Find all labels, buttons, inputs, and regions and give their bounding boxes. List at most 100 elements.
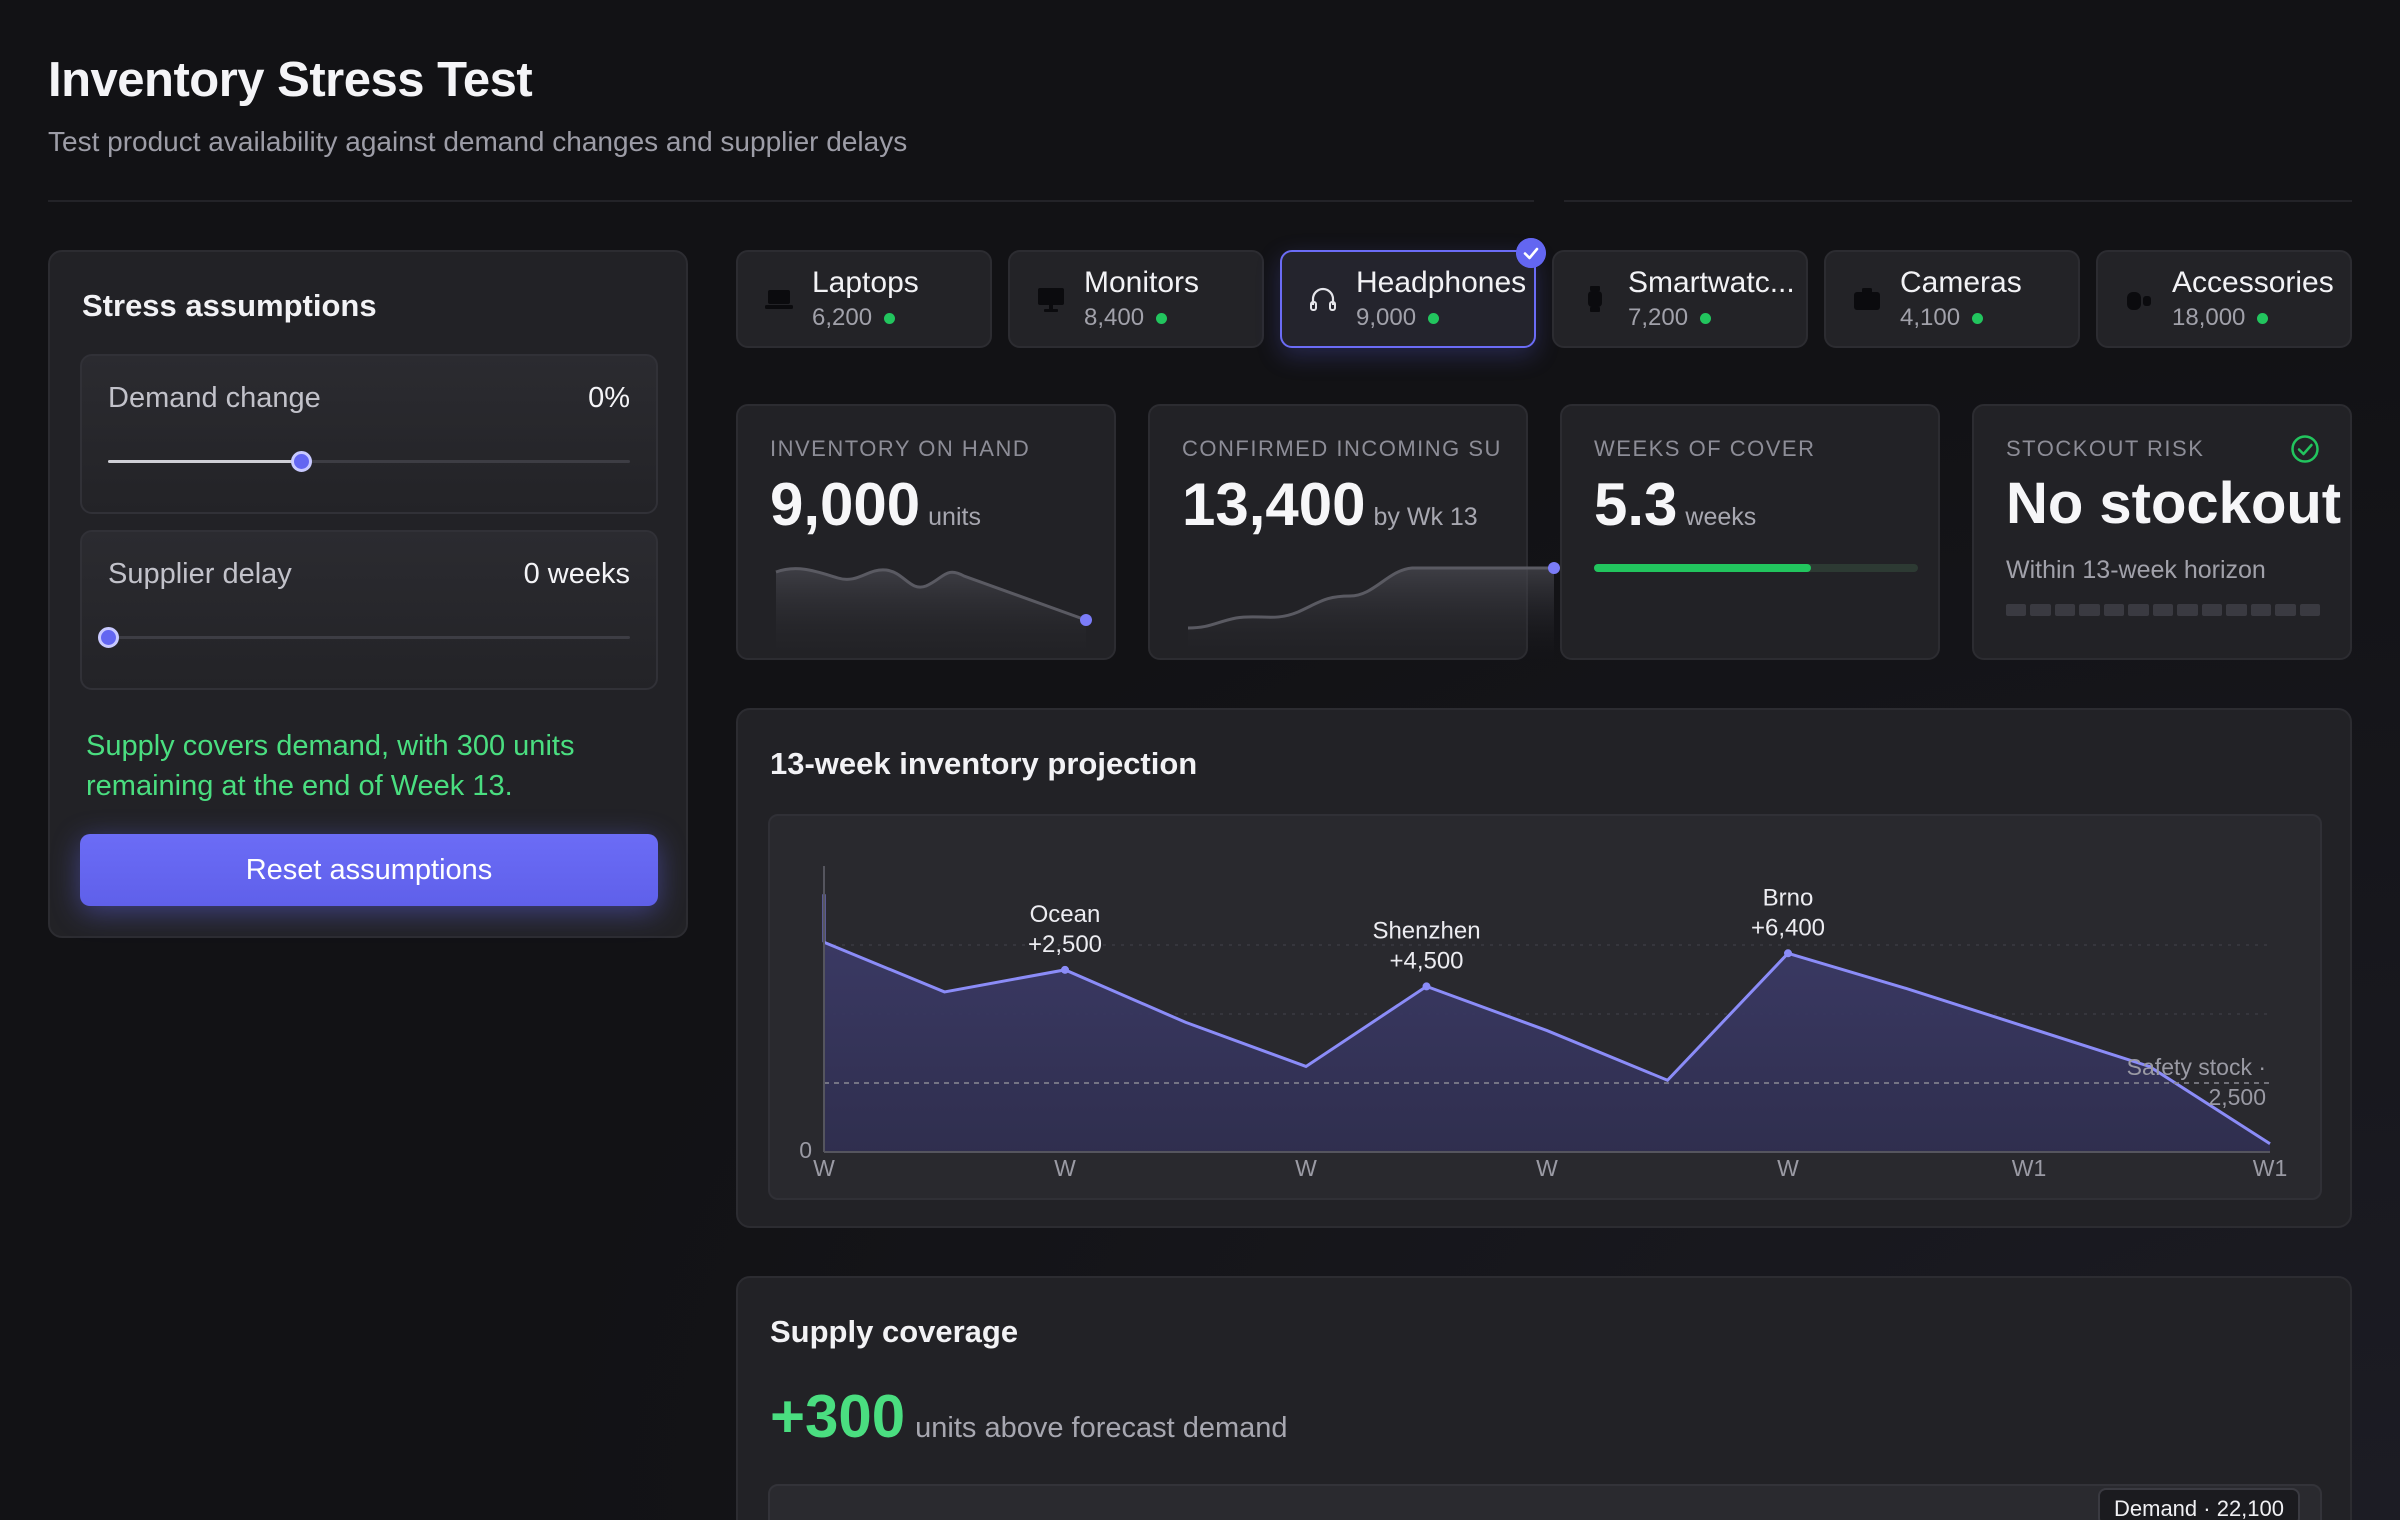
status-dot xyxy=(1972,313,1984,325)
demand-tag: Demand · 22,100 xyxy=(2098,1488,2300,1520)
header-divider xyxy=(48,200,1534,202)
coverage-description: units above forecast demand xyxy=(915,1412,1288,1444)
weeks-of-cover-card: WEEKS OF COVER 5.3 weeks xyxy=(1560,404,1940,660)
metric-label: CONFIRMED INCOMING SU xyxy=(1182,436,1502,461)
stockout-risk-card: STOCKOUT RISK No stockout Within 13-week… xyxy=(1972,404,2352,660)
risk-week-segment xyxy=(2299,604,2320,616)
supplier-delay-card: Supplier delay 0 weeks xyxy=(80,530,658,690)
product-tab-name: Headphones xyxy=(1356,266,1527,299)
safety-stock-value: 2,500 xyxy=(2208,1084,2266,1110)
stress-assumptions-panel: Stress assumptions Demand change 0% Supp… xyxy=(48,250,688,938)
product-tab-name: Accessories xyxy=(2172,266,2334,299)
inventory-projection-panel: 13-week inventory projection Safety stoc… xyxy=(736,708,2352,1228)
risk-week-segment xyxy=(2250,604,2272,616)
reset-assumptions-button[interactable]: Reset assumptions xyxy=(80,834,658,906)
delivery-label: Ocean xyxy=(1030,901,1101,928)
risk-week-segment xyxy=(2030,604,2051,616)
supplier-delay-value: 0 weeks xyxy=(523,558,630,590)
delivery-label: Brno xyxy=(1763,884,1814,911)
product-count-value: 6,200 xyxy=(812,304,873,331)
headphones-icon xyxy=(1310,287,1336,311)
x-tick-label: W xyxy=(1295,1155,1317,1181)
product-tab-count: 6,200 xyxy=(812,304,896,332)
product-count-value: 9,000 xyxy=(1356,304,1417,331)
y-tick-label: 0 xyxy=(799,1137,812,1163)
demand-change-slider[interactable] xyxy=(108,451,630,472)
metric-value: 13,400 by Wk 13 xyxy=(1182,470,1478,539)
selected-check-icon xyxy=(1516,238,1546,268)
product-tab-accessories[interactable]: Accessories 18,000 xyxy=(2096,250,2352,348)
product-tab-name: Monitors xyxy=(1084,266,1200,299)
smartwatch-icon xyxy=(1588,286,1602,312)
product-tab-laptops[interactable]: Laptops 6,200 xyxy=(736,250,992,348)
status-dot xyxy=(2257,313,2269,325)
supplier-delay-slider[interactable] xyxy=(98,627,630,648)
delivery-amount: +2,500 xyxy=(1028,931,1102,958)
metric-value: 9,000 units xyxy=(770,470,981,539)
safety-stock-label: Safety stock · xyxy=(2127,1054,2266,1080)
product-count-value: 7,200 xyxy=(1628,304,1689,331)
product-tab-name: Smartwatc... xyxy=(1628,266,1795,299)
metric-value: 5.3 weeks xyxy=(1594,470,1756,539)
cover-progress-fill xyxy=(1594,564,1812,572)
supply-status-message: Supply covers demand, with 300 units rem… xyxy=(86,730,575,802)
risk-week-segment xyxy=(2006,604,2027,616)
confirmed-incoming-card: CONFIRMED INCOMING SU 13,400 by Wk 13 xyxy=(1148,404,1560,660)
monitor-icon xyxy=(1038,288,1064,312)
product-tab-monitors[interactable]: Monitors 8,400 xyxy=(1008,250,1264,348)
inventory-sparkline xyxy=(775,567,1092,658)
product-tab-headphones[interactable]: Headphones 9,000 xyxy=(1280,238,1546,348)
risk-week-segment xyxy=(2054,604,2076,616)
delivery-point xyxy=(1061,965,1069,974)
risk-week-segment xyxy=(2128,604,2149,616)
status-dot xyxy=(1700,313,1712,325)
risk-week-segment xyxy=(2226,604,2247,616)
status-dot xyxy=(1428,313,1440,325)
delivery-amount: +6,400 xyxy=(1751,914,1825,941)
status-dot xyxy=(884,313,896,325)
product-tab-name: Cameras xyxy=(1900,266,2022,299)
demand-change-label: Demand change xyxy=(108,382,321,414)
risk-week-segment xyxy=(2201,604,2223,616)
demand-change-value: 0% xyxy=(588,382,630,414)
x-tick-label: W xyxy=(1777,1155,1799,1181)
product-tab-smartwatc[interactable]: Smartwatc... 7,200 xyxy=(1552,250,1808,348)
demand-slider-fill xyxy=(108,460,302,463)
x-tick-label: W1 xyxy=(2012,1155,2047,1181)
product-tab-count: 7,200 xyxy=(1628,304,1712,332)
sparkline-end-dot xyxy=(1548,562,1560,574)
inventory-on-hand-card: INVENTORY ON HAND 9,000 units xyxy=(736,404,1116,660)
delivery-point xyxy=(1422,982,1431,991)
accessories-icon xyxy=(2127,292,2151,310)
laptop-icon xyxy=(765,290,793,309)
stockout-value: No stockout xyxy=(2006,471,2342,536)
product-tab-count: 8,400 xyxy=(1084,304,1168,332)
x-tick-label: W xyxy=(1054,1155,1076,1181)
delay-slider-thumb[interactable] xyxy=(98,627,119,648)
page-title: Inventory Stress Test xyxy=(48,53,533,107)
incoming-sparkline xyxy=(1187,562,1560,660)
header-divider-right xyxy=(1564,200,2352,202)
product-tab-count: 9,000 xyxy=(1356,304,1440,332)
cover-value: 5.3 xyxy=(1594,471,1678,538)
supplier-delay-label: Supplier delay xyxy=(108,558,292,590)
inventory-value: 9,000 xyxy=(770,471,921,538)
x-tick-label: W xyxy=(1536,1155,1558,1181)
supply-coverage-panel: Supply coverage +300 units above forecast… xyxy=(736,1276,2352,1520)
metric-label: WEEKS OF COVER xyxy=(1594,436,1816,461)
product-count-value: 18,000 xyxy=(2172,304,2246,331)
delivery-label: Shenzhen xyxy=(1372,917,1480,944)
risk-week-segment xyxy=(2103,604,2125,616)
projection-area xyxy=(824,942,2270,1152)
x-tick-label: W xyxy=(813,1155,835,1181)
demand-change-card: Demand change 0% xyxy=(80,354,658,514)
page-subtitle: Test product availability against demand… xyxy=(48,126,908,157)
product-tab-cameras[interactable]: Cameras 4,100 xyxy=(1824,250,2080,348)
risk-week-segment xyxy=(2079,604,2100,616)
coverage-title: Supply coverage xyxy=(770,1314,1019,1349)
demand-slider-thumb[interactable] xyxy=(291,451,313,472)
cover-progress-track xyxy=(1594,564,1918,572)
camera-icon xyxy=(1854,288,1880,310)
